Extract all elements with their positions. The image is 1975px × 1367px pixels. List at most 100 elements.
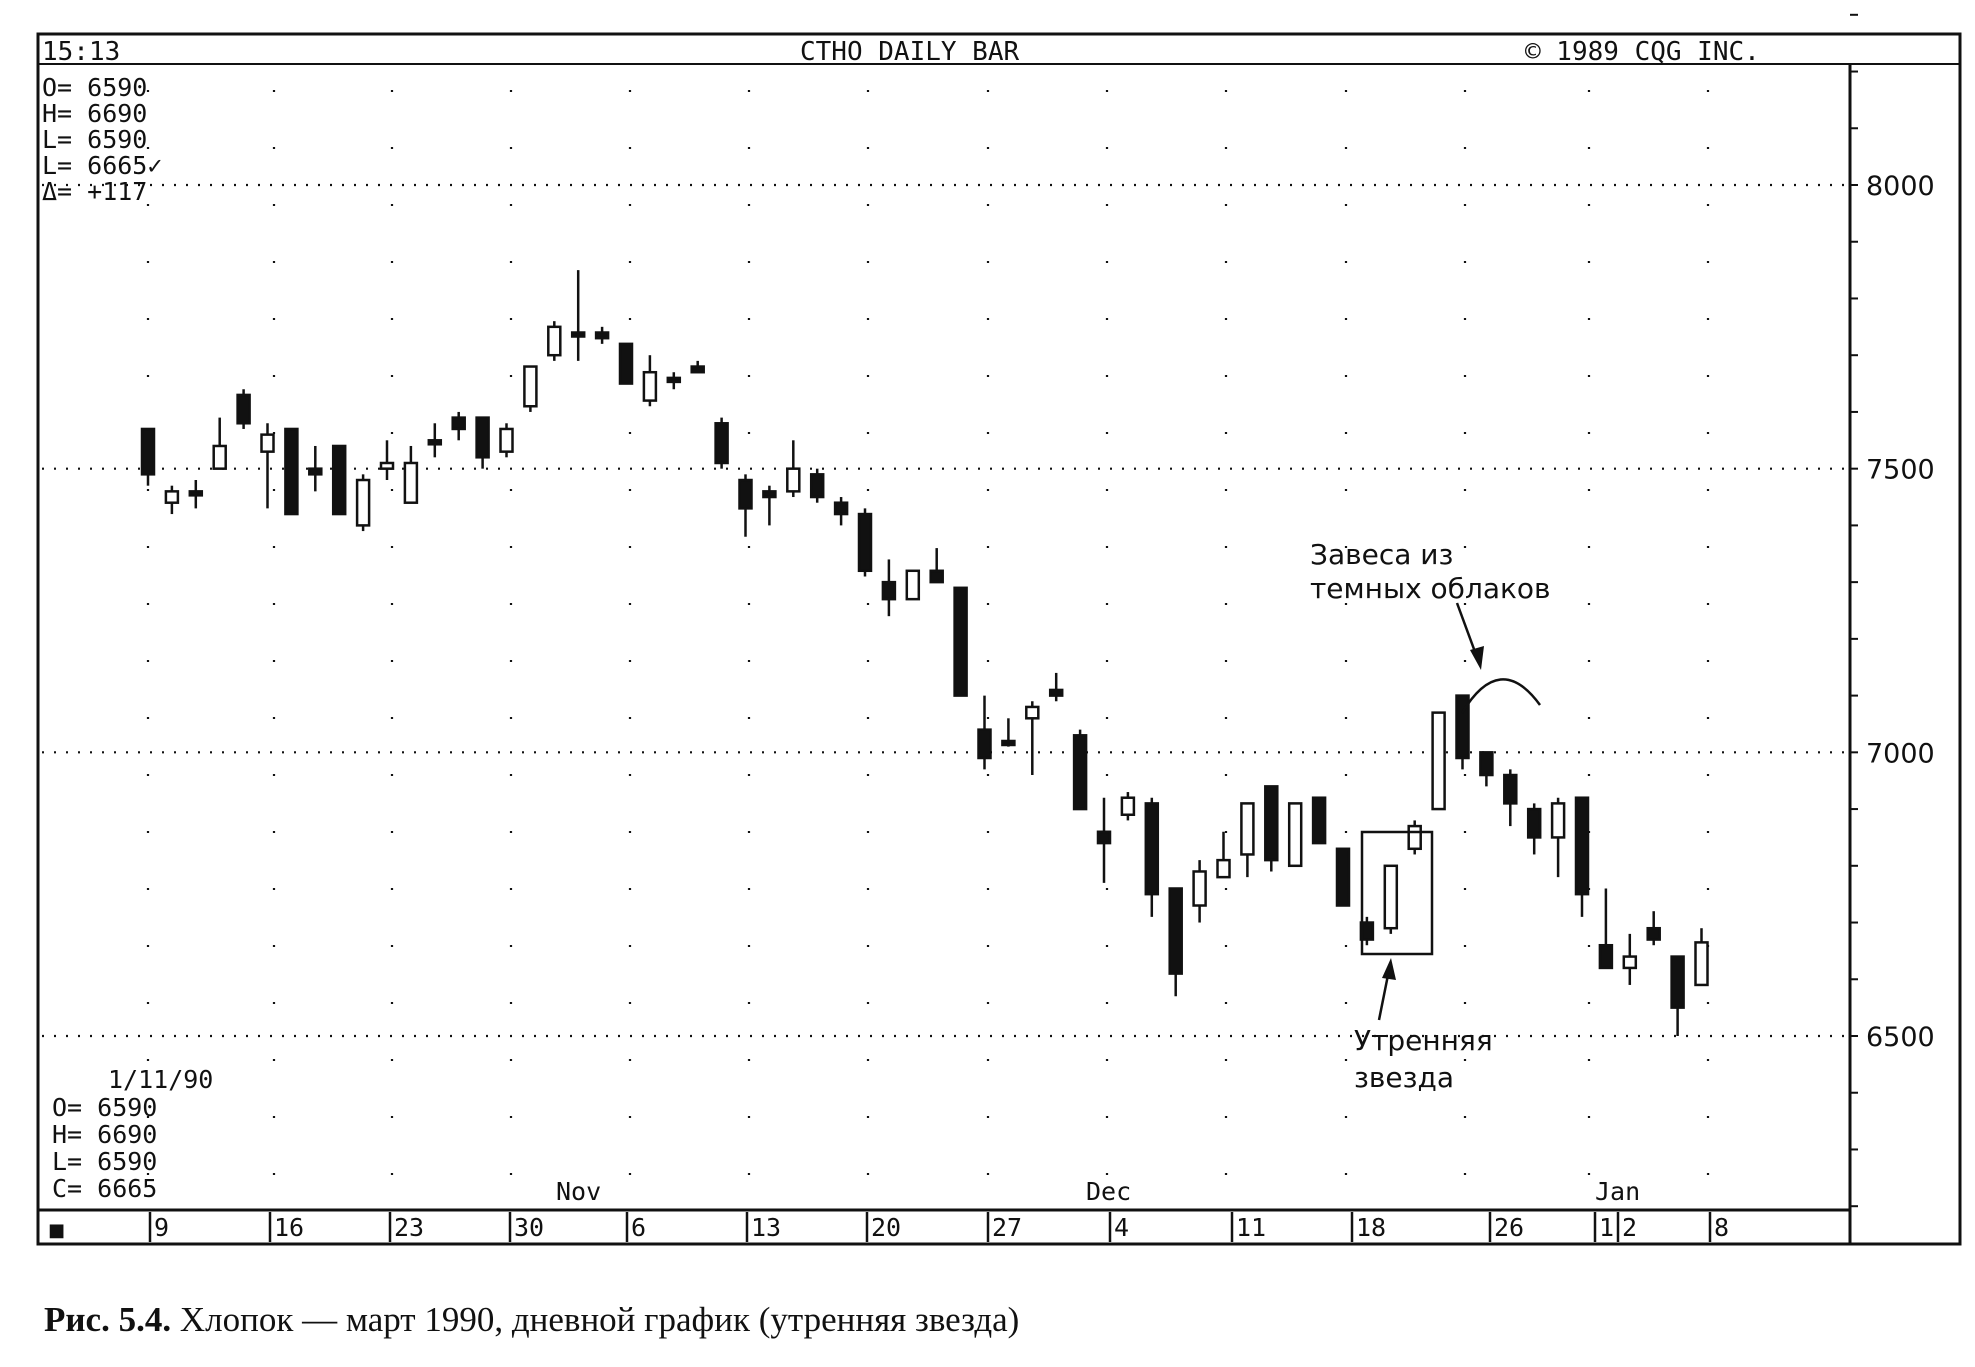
caption-text: Хлопок — март 1990, дневной график (утре… [171, 1300, 1020, 1339]
readout-bottom-line: C= 6665 [52, 1174, 157, 1203]
header-copyright: © 1989 CQG INC. [1525, 37, 1760, 67]
candle-body-down [1574, 796, 1590, 896]
candle [1072, 729, 1088, 811]
candle-body-down [570, 331, 586, 338]
candle-body-down [140, 427, 156, 476]
candle [236, 389, 251, 429]
candle [308, 445, 323, 492]
candle-body-up [1383, 864, 1399, 930]
y-tick-label: 8000 [1866, 171, 1935, 202]
candle-body-up [1120, 796, 1136, 816]
date-label: 23 [394, 1213, 424, 1242]
candle [1001, 718, 1016, 747]
candle-body-down [1144, 802, 1160, 896]
candle [953, 586, 968, 697]
candle-body-down [953, 586, 968, 697]
candle [140, 427, 156, 486]
candle-body-down [1503, 773, 1518, 805]
candle [260, 423, 275, 509]
candle-body-down [833, 501, 849, 516]
candle-body-down [1526, 807, 1542, 839]
candle-body-up [1240, 802, 1255, 856]
header-time: 15:13 [42, 37, 120, 67]
candle-body-up [1550, 802, 1566, 839]
candle [1216, 831, 1231, 879]
candle [1598, 888, 1614, 970]
annotation-morning-star: звезда [1354, 1061, 1454, 1094]
candle [1383, 864, 1399, 934]
candle [475, 416, 490, 469]
candle-body-up [547, 325, 562, 357]
candle-body-down [1335, 847, 1351, 907]
candle [929, 548, 944, 584]
candle [977, 695, 992, 770]
candle-body-up [786, 467, 801, 493]
date-label: 8 [1714, 1213, 1729, 1242]
candle-body-down [762, 490, 777, 499]
candle [1479, 751, 1494, 787]
candle [1096, 797, 1112, 883]
chart-frame [36, 32, 1962, 1246]
candle-body-down [284, 427, 299, 516]
candle [786, 440, 801, 498]
figure-caption: Рис. 5.4. Хлопок — март 1990, дневной гр… [44, 1300, 1019, 1340]
candle [1526, 803, 1542, 855]
candle-body-down [1048, 688, 1064, 697]
date-label: 11 [1236, 1213, 1266, 1242]
candle [331, 444, 347, 516]
candle [1120, 792, 1136, 821]
candle [714, 417, 729, 469]
y-tick-labels: 6500 7000 7500 8000 [1866, 171, 1935, 1053]
candle-body-down [857, 512, 873, 573]
candle-body-down [331, 444, 347, 516]
month-label-dec: Dec [1086, 1177, 1131, 1206]
date-label: 27 [992, 1213, 1022, 1242]
y-tick-label: 7000 [1866, 738, 1935, 769]
candle-body-up [1407, 824, 1422, 851]
candle-body-up [260, 433, 275, 453]
readout-top-line: H= 6690 [42, 99, 147, 128]
candle [1311, 796, 1327, 845]
candle [738, 474, 753, 537]
candle [690, 360, 705, 374]
candle-body-up [164, 490, 180, 504]
candle-body-up [1216, 858, 1231, 879]
readout-bottom-line: O= 6590 [52, 1093, 157, 1122]
date-bar [36, 1208, 1852, 1246]
candle-body-down [977, 728, 992, 760]
candle-body-up [1287, 802, 1303, 868]
candle [499, 423, 514, 458]
candle [403, 445, 419, 504]
candle [1335, 847, 1351, 907]
dark-cloud-arrow [1455, 602, 1484, 670]
candle-body-down [236, 393, 251, 425]
candle [857, 508, 873, 577]
date-bar-marker: ■ [48, 1220, 65, 1241]
candle [1503, 769, 1518, 827]
month-labels: Nov Dec Jan [556, 1177, 1640, 1206]
morning-star-arrow [1377, 958, 1396, 1021]
candle [1431, 711, 1446, 811]
candle-body-down [308, 467, 323, 476]
readout-date: 1/11/90 [108, 1065, 213, 1094]
readout-top-line: O= 6590 [42, 73, 147, 102]
candle-body-up [1025, 705, 1040, 720]
date-label: 16 [274, 1213, 304, 1242]
month-label-nov: Nov [556, 1177, 601, 1206]
candle [762, 485, 777, 526]
candle-body-down [1168, 887, 1183, 975]
candle [1455, 694, 1470, 770]
y-tick-label: 6500 [1866, 1022, 1935, 1053]
date-label: 26 [1494, 1213, 1524, 1242]
candle-body-down [666, 376, 682, 384]
candle [833, 497, 849, 526]
candle [379, 440, 395, 481]
candle [355, 474, 371, 532]
readout-top: O= 6590 H= 6690 L= 6590 L= 6665✓ Δ= +117 [42, 73, 162, 206]
candle [188, 480, 204, 509]
date-label: 6 [631, 1213, 646, 1242]
candle [1168, 887, 1183, 997]
month-label-jan: Jan [1595, 1177, 1640, 1206]
candle-body-down [1001, 739, 1016, 747]
candle-body-down [594, 331, 610, 340]
